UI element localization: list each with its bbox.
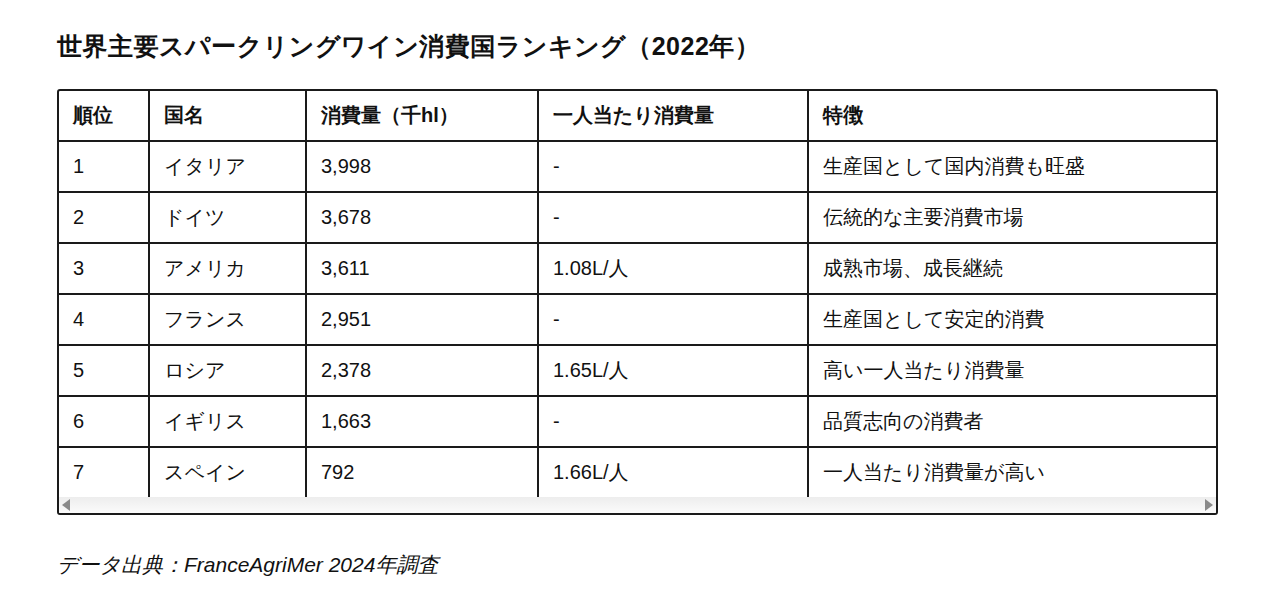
scroll-left-icon[interactable] [62,499,70,511]
cell-per-capita: - [538,141,808,192]
cell-feature: 高い一人当たり消費量 [808,345,1216,396]
cell-feature: 一人当たり消費量が高い [808,447,1216,497]
cell-country: フランス [149,294,306,345]
cell-consumption: 1,663 [306,396,538,447]
cell-consumption: 3,611 [306,243,538,294]
cell-consumption: 3,678 [306,192,538,243]
header-consumption: 消費量（千hl） [306,91,538,141]
cell-per-capita: 1.66L/人 [538,447,808,497]
cell-country: ロシア [149,345,306,396]
header-feature: 特徴 [808,91,1216,141]
cell-per-capita: 1.08L/人 [538,243,808,294]
data-source-note: データ出典：FranceAgriMer 2024年調査 [57,551,1219,579]
cell-country: スペイン [149,447,306,497]
header-per-capita: 一人当たり消費量 [538,91,808,141]
ranking-table: 順位 国名 消費量（千hl） 一人当たり消費量 特徴 1 イタリア 3,998 … [59,91,1216,497]
scrollbar-track[interactable] [70,497,1205,513]
cell-rank: 6 [59,396,149,447]
table-row: 7 スペイン 792 1.66L/人 一人当たり消費量が高い [59,447,1216,497]
horizontal-scrollbar[interactable] [59,497,1216,513]
table-header-row: 順位 国名 消費量（千hl） 一人当たり消費量 特徴 [59,91,1216,141]
cell-consumption: 2,378 [306,345,538,396]
cell-rank: 4 [59,294,149,345]
table-container: 順位 国名 消費量（千hl） 一人当たり消費量 特徴 1 イタリア 3,998 … [57,89,1218,515]
cell-rank: 2 [59,192,149,243]
table-row: 2 ドイツ 3,678 - 伝統的な主要消費市場 [59,192,1216,243]
cell-country: イタリア [149,141,306,192]
cell-rank: 3 [59,243,149,294]
cell-consumption: 792 [306,447,538,497]
cell-feature: 品質志向の消費者 [808,396,1216,447]
table-row: 1 イタリア 3,998 - 生産国として国内消費も旺盛 [59,141,1216,192]
header-country: 国名 [149,91,306,141]
header-rank: 順位 [59,91,149,141]
cell-per-capita: - [538,192,808,243]
page: 世界主要スパークリングワイン消費国ランキング（2022年） 順位 国名 消費量（… [0,0,1276,579]
cell-per-capita: 1.65L/人 [538,345,808,396]
table-row: 4 フランス 2,951 - 生産国として安定的消費 [59,294,1216,345]
table-row: 5 ロシア 2,378 1.65L/人 高い一人当たり消費量 [59,345,1216,396]
cell-consumption: 2,951 [306,294,538,345]
cell-rank: 5 [59,345,149,396]
table-row: 6 イギリス 1,663 - 品質志向の消費者 [59,396,1216,447]
page-title: 世界主要スパークリングワイン消費国ランキング（2022年） [57,30,1219,63]
cell-rank: 1 [59,141,149,192]
cell-feature: 成熟市場、成長継続 [808,243,1216,294]
table-row: 3 アメリカ 3,611 1.08L/人 成熟市場、成長継続 [59,243,1216,294]
cell-per-capita: - [538,294,808,345]
cell-feature: 生産国として安定的消費 [808,294,1216,345]
cell-rank: 7 [59,447,149,497]
cell-country: イギリス [149,396,306,447]
cell-consumption: 3,998 [306,141,538,192]
cell-country: ドイツ [149,192,306,243]
cell-country: アメリカ [149,243,306,294]
scroll-right-icon[interactable] [1205,499,1213,511]
cell-per-capita: - [538,396,808,447]
cell-feature: 伝統的な主要消費市場 [808,192,1216,243]
cell-feature: 生産国として国内消費も旺盛 [808,141,1216,192]
